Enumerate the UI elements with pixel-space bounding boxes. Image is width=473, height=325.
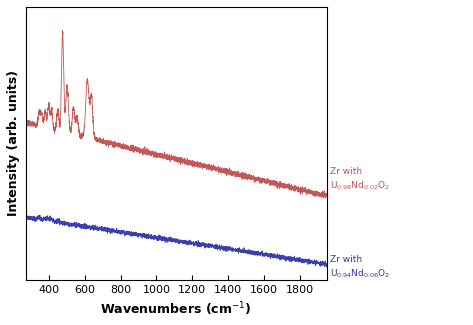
X-axis label: Wavenumbers (cm$^{-1}$): Wavenumbers (cm$^{-1}$) <box>100 300 252 318</box>
Y-axis label: Intensity (arb. units): Intensity (arb. units) <box>7 71 20 216</box>
Text: Zr with
U$_{0.98}$Nd$_{0.02}$O$_2$: Zr with U$_{0.98}$Nd$_{0.02}$O$_2$ <box>330 167 390 192</box>
Text: Zr with
U$_{0.94}$Nd$_{0.06}$O$_2$: Zr with U$_{0.94}$Nd$_{0.06}$O$_2$ <box>330 255 390 280</box>
